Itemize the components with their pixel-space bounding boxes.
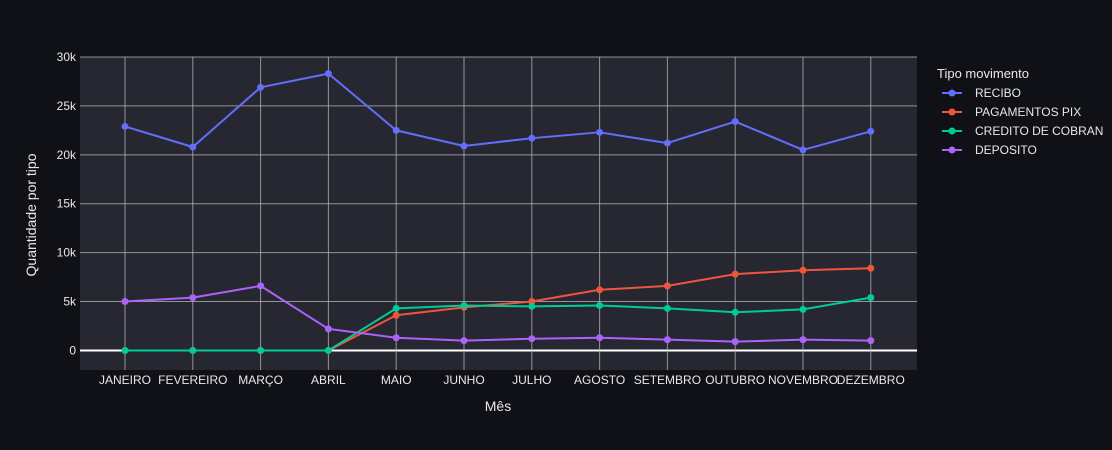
data-point: [460, 142, 468, 150]
data-point: [392, 126, 400, 134]
data-point: [596, 334, 604, 342]
plot-area: 0 5k 10k 15k 20k 25k 30k JANEIRO FEVEREIRO MARÇO A…: [57, 50, 917, 387]
data-point: [663, 139, 671, 147]
legend-swatch-marker: [948, 89, 956, 97]
x-tick-label: JUNHO: [443, 373, 484, 387]
data-point: [596, 286, 604, 294]
x-tick-label: MAIO: [381, 373, 412, 387]
data-point: [528, 335, 536, 343]
x-tick-label: JULHO: [512, 373, 551, 387]
legend-item-label: RECIBO: [975, 86, 1021, 100]
legend-swatch-marker: [948, 127, 956, 135]
data-point: [528, 302, 536, 310]
data-point: [324, 346, 332, 354]
x-tick-label: FEVEREIRO: [158, 373, 227, 387]
data-point: [867, 264, 875, 272]
data-point: [324, 325, 332, 333]
legend-item-label: DEPOSITO: [975, 143, 1037, 157]
data-point: [392, 304, 400, 312]
data-point: [799, 146, 807, 154]
y-tick-label: 10k: [57, 246, 77, 260]
data-point: [257, 282, 265, 290]
legend-item-label: PAGAMENTOS PIX: [975, 105, 1081, 119]
data-point: [731, 338, 739, 346]
x-tick-label: JANEIRO: [99, 373, 151, 387]
series-line: [124, 284, 871, 343]
y-tick-label: 5k: [63, 295, 77, 309]
legend: Tipo movimento RECIBO PAGAMENTOS PIX CREDI…: [937, 66, 1103, 157]
x-tick-label: OUTUBRO: [705, 373, 765, 387]
y-tick-label: 30k: [57, 50, 77, 64]
x-tick-label: SETEMBRO: [634, 373, 701, 387]
y-axis-title: Quantidade por tipo: [23, 153, 39, 276]
y-tick-label: 20k: [57, 148, 77, 162]
axes: Mês Quantidade por tipo: [23, 153, 511, 414]
data-point: [731, 118, 739, 126]
data-point: [189, 143, 197, 151]
y-tick-label: 0: [69, 343, 76, 357]
data-point: [663, 282, 671, 290]
legend-item-label: CREDITO DE COBRAN: [975, 124, 1103, 138]
data-point: [663, 336, 671, 344]
data-point: [392, 311, 400, 319]
data-point: [799, 266, 807, 274]
data-point: [324, 70, 332, 78]
legend-title: Tipo movimento: [937, 66, 1029, 81]
data-point: [121, 346, 129, 354]
plot-background: [80, 57, 917, 370]
x-tick-label: MARÇO: [238, 373, 283, 387]
series-line: [124, 72, 872, 151]
data-point: [528, 134, 536, 142]
x-tick-label: AGOSTO: [574, 373, 625, 387]
y-tick-label: 25k: [57, 99, 77, 113]
data-point: [596, 128, 604, 136]
x-axis-title: Mês: [485, 398, 511, 414]
x-tick-label: ABRIL: [311, 373, 346, 387]
data-point: [257, 346, 265, 354]
data-point: [460, 337, 468, 345]
data-point: [799, 305, 807, 313]
legend-swatch-marker: [948, 146, 956, 154]
data-point: [663, 304, 671, 312]
series-line: [125, 296, 871, 352]
data-point: [189, 294, 197, 302]
x-tick-label: DEZEMBRO: [837, 373, 905, 387]
y-tick-label: 15k: [57, 197, 77, 211]
data-point: [460, 301, 468, 309]
data-point: [392, 334, 400, 342]
data-point: [596, 301, 604, 309]
data-point: [867, 294, 875, 302]
data-point: [189, 346, 197, 354]
data-point: [121, 122, 129, 130]
data-point: [121, 298, 129, 306]
data-point: [257, 83, 265, 91]
data-point: [867, 127, 875, 135]
data-point: [731, 270, 739, 278]
legend-swatch-marker: [948, 108, 956, 116]
data-point: [731, 308, 739, 316]
data-point: [528, 298, 536, 306]
data-point: [867, 337, 875, 345]
x-tick-label: NOVEMBRO: [768, 373, 838, 387]
data-point: [799, 336, 807, 344]
